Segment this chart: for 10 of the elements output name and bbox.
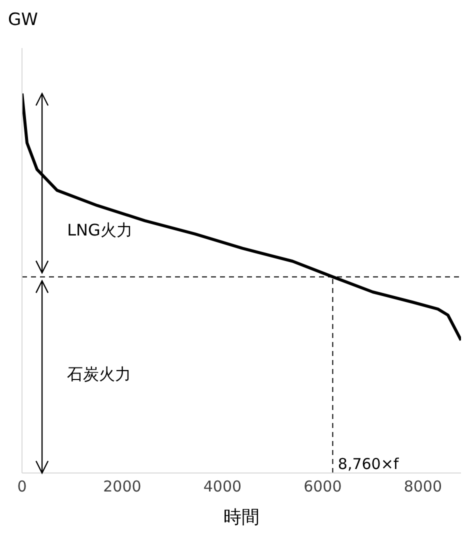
x-tick-label: 8000: [404, 478, 442, 496]
x-tick-label: 2000: [103, 478, 142, 496]
y-axis-title: GW: [8, 10, 38, 30]
x-tick-label: 6000: [304, 478, 342, 496]
annotation: 石炭火力: [67, 364, 132, 384]
x-axis-title: 時間: [224, 507, 260, 528]
x-tick-label: 4000: [203, 478, 242, 496]
ref-line-label: 8,760×f: [338, 455, 400, 473]
annotation: LNG火力: [67, 220, 132, 240]
x-tick-label: 0: [17, 478, 27, 496]
